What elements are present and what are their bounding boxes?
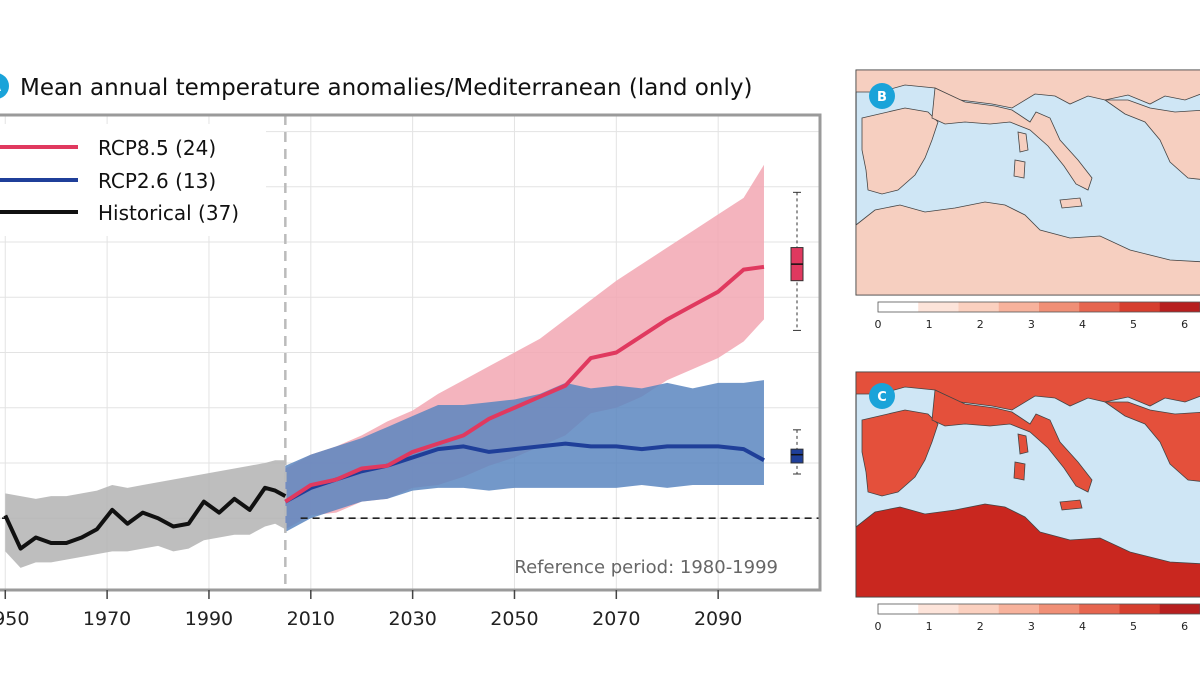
colorbar-segment — [1079, 604, 1120, 614]
colorbar-tick-label: 3 — [1028, 620, 1035, 633]
colorbar-tick-label: 0 — [875, 620, 882, 633]
legend-label-historical: Historical (37) — [98, 201, 239, 225]
panel-a-badge-label: A — [0, 80, 1, 95]
colorbar-segment — [958, 302, 1000, 312]
colorbar-segment — [998, 302, 1040, 312]
plot-frame — [0, 113, 822, 592]
colorbar-segment — [958, 604, 1000, 614]
panel-b-badge-label: B — [877, 90, 887, 105]
chart-title: Mean annual temperature anomalies/Medite… — [20, 75, 752, 101]
panel-c-badge: C — [869, 383, 895, 409]
x-tick-label: 2030 — [388, 608, 436, 630]
series-line-0 — [284, 264, 765, 504]
colorbar-segment — [998, 604, 1040, 614]
colorbar-segment — [878, 302, 919, 312]
colorbar-segment — [1039, 302, 1080, 312]
colorbar-segment — [1119, 302, 1161, 312]
colorbar-tick-label: 2 — [977, 318, 984, 331]
colorbar-segment — [1039, 604, 1080, 614]
x-tick-label: 1950 — [0, 608, 29, 630]
reference-period-annotation: Reference period: 1980-1999 — [514, 557, 778, 578]
x-tick-label: 2050 — [490, 608, 538, 630]
colorbar-segment — [1159, 302, 1200, 312]
colorbar-segment — [918, 302, 959, 312]
series-line-1 — [284, 441, 765, 504]
plot-area: 1950 1970 1990 2010 2030 2050 2070 2090 — [0, 113, 822, 630]
map-panel-c: C 0 1 2 3 4 5 6 — [855, 371, 1200, 633]
colorbar-segment — [878, 604, 919, 614]
series-lines — [0, 264, 765, 551]
colorbar-tick-label: 1 — [926, 318, 933, 331]
map-panel-b: B 0 1 2 3 4 5 6 — [855, 69, 1200, 331]
colorbar-tick-label: 1 — [926, 620, 933, 633]
colorbar-segment — [918, 604, 959, 614]
colorbar-outline — [877, 603, 1200, 615]
boxplots — [790, 191, 804, 475]
colorbar-tick-label: 2 — [977, 620, 984, 633]
map-c-land — [855, 371, 1200, 598]
colorbar-tick-label: 4 — [1079, 318, 1086, 331]
x-axis-ticks: 1950 1970 1990 2010 2030 2050 2070 2090 — [0, 590, 742, 630]
colorbar-tick-label: 3 — [1028, 318, 1035, 331]
colorbar-tick-label: 6 — [1181, 620, 1188, 633]
x-tick-label: 2070 — [592, 608, 640, 630]
x-tick-label: 1970 — [83, 608, 131, 630]
colorbar-segment — [1079, 302, 1120, 312]
legend-label-rcp85: RCP8.5 (24) — [98, 136, 216, 160]
legend-label-rcp26: RCP2.6 (13) — [98, 169, 216, 193]
colorbar-segment — [1159, 604, 1200, 614]
panel-c-badge-label: C — [877, 390, 887, 405]
colorbar-tick-label: 5 — [1130, 620, 1137, 633]
colorbar-c: 0 1 2 3 4 5 6 — [875, 603, 1200, 633]
colorbar-segment — [1119, 604, 1161, 614]
colorbar-tick-label: 5 — [1130, 318, 1137, 331]
series-line-2 — [3, 485, 287, 551]
x-tick-label: 2010 — [287, 608, 335, 630]
panel-a-badge-circle — [0, 73, 9, 99]
panel-b-badge-circle — [869, 83, 895, 109]
panel-a-badge: A — [0, 73, 9, 99]
band-1 — [285, 380, 764, 533]
colorbar-tick-label: 6 — [1181, 318, 1188, 331]
boxplot-box-1 — [790, 448, 804, 464]
panel-b-badge: B — [869, 83, 895, 109]
colorbar-outline — [877, 301, 1200, 313]
x-tick-label: 2090 — [694, 608, 742, 630]
map-b-land — [855, 69, 1200, 296]
colorbar-tick-label: 0 — [875, 318, 882, 331]
colorbar-tick-label: 4 — [1079, 620, 1086, 633]
x-tick-label: 1990 — [185, 608, 233, 630]
legend: RCP8.5 (24) RCP2.6 (13) Historical (37) — [0, 124, 266, 236]
panel-c-badge-circle — [869, 383, 895, 409]
colorbar-b: 0 1 2 3 4 5 6 — [875, 301, 1200, 331]
